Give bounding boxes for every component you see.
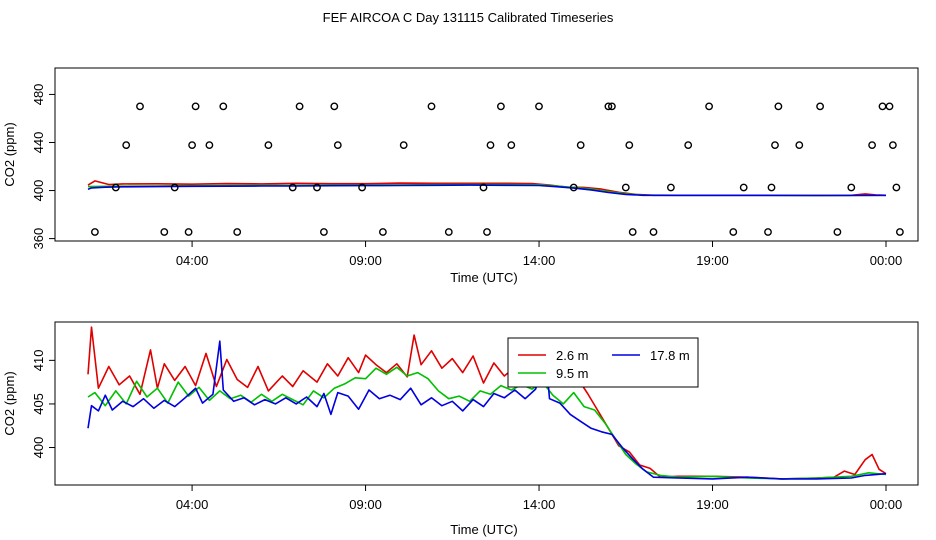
top-y-axis: 360 400 440 480 [31, 84, 56, 250]
top-marker [170, 183, 179, 192]
top-marker [896, 228, 904, 236]
bottom-chart: 400 405 410 04:00 09:00 14:00 19:00 00:00 CO2 … [2, 321, 919, 537]
top-marker [764, 228, 772, 236]
top-marker [288, 183, 297, 192]
top-marker [771, 141, 779, 150]
top-marker [569, 183, 578, 192]
bottom-y-tick-label: 400 [31, 437, 46, 459]
top-marker [122, 141, 131, 150]
top-marker [868, 141, 876, 150]
top-marker [264, 141, 273, 150]
top-marker [219, 102, 228, 111]
top-marker [378, 228, 387, 236]
top-marker [535, 102, 543, 111]
top-series-17-8-m [87, 184, 887, 197]
top-marker [604, 102, 613, 111]
top-markers-layer [91, 102, 904, 236]
top-y-tick-label: 400 [31, 180, 46, 202]
top-marker [358, 183, 366, 192]
top-marker [483, 228, 491, 236]
top-x-tick-label: 19:00 [696, 253, 729, 268]
top-x-tick-label: 14:00 [523, 253, 556, 268]
bottom-series-layer [87, 326, 887, 480]
top-marker [444, 228, 453, 236]
top-marker [667, 183, 675, 192]
top-marker [892, 183, 901, 192]
top-marker [486, 141, 495, 150]
bottom-x-axis-label: Time (UTC) [450, 522, 517, 537]
legend-box [507, 337, 699, 388]
top-x-tick-label: 00:00 [870, 253, 903, 268]
top-marker [91, 228, 99, 236]
top-marker [319, 228, 328, 236]
bottom-series-9-5-m [87, 366, 887, 480]
page-title: FEF AIRCOA C Day 131115 Calibrated Times… [323, 10, 614, 25]
top-marker [295, 102, 304, 111]
top-marker [889, 141, 897, 150]
top-marker [205, 141, 214, 150]
top-x-axis-label: Time (UTC) [450, 270, 517, 285]
legend-label-9-5m: 9.5 m [556, 366, 589, 381]
top-marker [739, 183, 748, 192]
bottom-x-tick-label: 00:00 [870, 497, 903, 512]
bottom-y-tick-label: 405 [31, 393, 46, 415]
top-marker [479, 183, 488, 192]
top-y-tick-label: 360 [31, 228, 46, 250]
bottom-y-tick-label: 410 [31, 350, 46, 372]
top-marker [625, 141, 634, 150]
legend-label-17-8m: 17.8 m [650, 348, 690, 363]
top-marker [313, 183, 321, 192]
top-marker [847, 183, 856, 192]
bottom-x-tick-label: 09:00 [349, 497, 382, 512]
top-marker [188, 141, 197, 150]
top-marker [608, 102, 616, 111]
top-marker [184, 228, 193, 236]
top-x-tick-label: 04:00 [176, 253, 209, 268]
top-marker [833, 228, 842, 236]
bottom-x-tick-label: 19:00 [696, 497, 729, 512]
top-x-tick-label: 09:00 [349, 253, 382, 268]
top-marker [684, 141, 693, 150]
top-series-layer [87, 180, 887, 197]
top-marker [333, 141, 342, 150]
top-marker [705, 102, 713, 111]
bottom-x-tick-label: 14:00 [523, 497, 556, 512]
top-marker [191, 102, 200, 111]
top-marker [816, 102, 824, 111]
top-marker [160, 228, 169, 236]
top-marker [649, 228, 658, 236]
bottom-y-axis: 400 405 410 [31, 350, 56, 459]
top-marker [496, 102, 505, 111]
top-marker [878, 102, 887, 111]
bottom-x-axis: 04:00 09:00 14:00 19:00 00:00 [176, 485, 902, 512]
top-marker [233, 228, 242, 236]
top-x-axis: 04:00 09:00 14:00 19:00 00:00 [176, 241, 902, 268]
top-marker [621, 183, 630, 192]
legend: 2.6 m 17.8 m 9.5 m [507, 337, 699, 388]
top-chart: 360 400 440 480 04:00 09:00 14:00 19:00 00:00 C… [2, 67, 919, 285]
top-marker [767, 183, 776, 192]
bottom-x-tick-label: 04:00 [176, 497, 209, 512]
top-marker [330, 102, 339, 111]
top-marker [427, 102, 436, 111]
top-marker [507, 141, 516, 150]
top-marker [576, 141, 585, 150]
top-marker [111, 183, 120, 192]
top-y-axis-label: CO2 (ppm) [2, 122, 17, 186]
top-marker [795, 141, 804, 150]
top-marker [136, 102, 144, 111]
top-marker [399, 141, 408, 150]
bottom-y-axis-label: CO2 (ppm) [2, 371, 17, 435]
top-y-tick-label: 440 [31, 132, 46, 154]
top-marker [628, 228, 637, 236]
top-plot-frame [54, 67, 919, 242]
top-marker [885, 102, 894, 111]
top-marker [774, 102, 783, 111]
top-y-tick-label: 480 [31, 84, 46, 106]
top-marker [729, 228, 738, 236]
bottom-series-17-8-m [87, 340, 887, 480]
legend-label-2-6m: 2.6 m [556, 348, 589, 363]
